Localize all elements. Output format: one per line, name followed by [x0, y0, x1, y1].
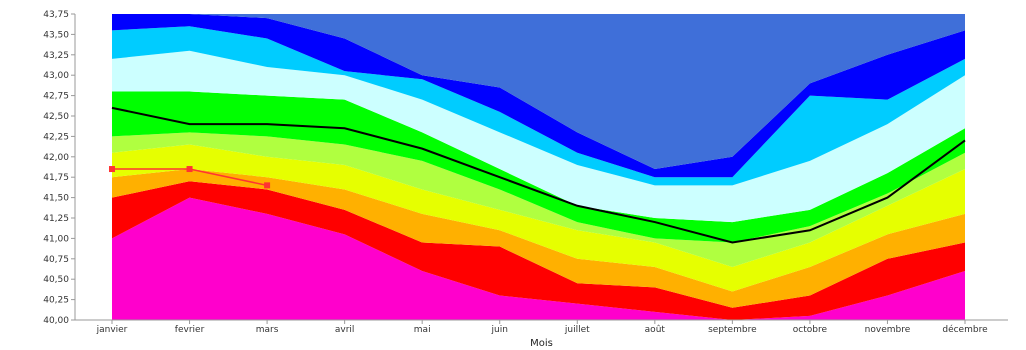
y-tick-label: 40,25 [43, 296, 69, 306]
x-tick-label: mars [256, 325, 279, 335]
series-point-2-3 [264, 182, 271, 189]
band-area-7 [112, 50, 965, 223]
x-tick-label: juillet [564, 325, 590, 335]
y-tick-label: 42,50 [43, 112, 69, 122]
bands-layer [112, 14, 965, 320]
x-tick-label: décembre [942, 324, 988, 335]
band-area-2 [112, 181, 965, 320]
x-tick-label: septembre [708, 325, 757, 335]
band-area-9 [112, 14, 965, 178]
band-area-3 [112, 169, 965, 308]
y-tick-label: 41,25 [43, 214, 69, 224]
y-tick-label: 40,50 [43, 275, 69, 285]
y-tick-labels: 40,00 40,25 40,50 40,75 41,00 41,25 41,50 41,75… [43, 10, 75, 326]
x-axis-title: Mois [530, 338, 553, 349]
y-tick-label: 42,25 [43, 132, 69, 142]
x-tick-label: janvier [96, 325, 128, 335]
axes-layer [74, 14, 1008, 321]
x-tick-label: août [645, 325, 666, 335]
series-point-2-2 [186, 166, 193, 173]
x-tick-label: avril [335, 325, 355, 335]
series-point-2-1 [109, 166, 115, 173]
band-area-1 [112, 197, 965, 320]
x-tick-label: novembre [865, 325, 911, 335]
band-area-6 [112, 91, 965, 243]
x-tick-labels: janvier fevrier mars avril mai juin juillet aoû… [96, 320, 988, 335]
y-tick-label: 42,00 [43, 153, 69, 163]
y-tick-label: 41,00 [43, 234, 69, 244]
band-area-8 [112, 26, 965, 186]
y-tick-label: 43,25 [43, 51, 69, 61]
band-area-4 [112, 144, 965, 292]
x-tick-label: juin [491, 325, 508, 335]
y-tick-label: 42,75 [43, 92, 69, 102]
x-tick-label: mai [414, 325, 431, 335]
x-tick-label: fevrier [175, 325, 205, 335]
x-tick-label: octobre [793, 325, 828, 335]
y-tick-label: 43,75 [43, 10, 69, 20]
y-tick-label: 43,00 [43, 71, 69, 81]
y-tick-label: 40,75 [43, 255, 69, 265]
y-tick-label: 41,50 [43, 194, 69, 204]
y-tick-label: 43,50 [43, 30, 69, 40]
y-tick-label: 41,75 [43, 173, 69, 183]
series-line-1 [111, 106, 966, 244]
band-area-10 [112, 14, 965, 170]
series-layer [109, 106, 966, 244]
y-tick-label: 40,00 [43, 316, 69, 326]
